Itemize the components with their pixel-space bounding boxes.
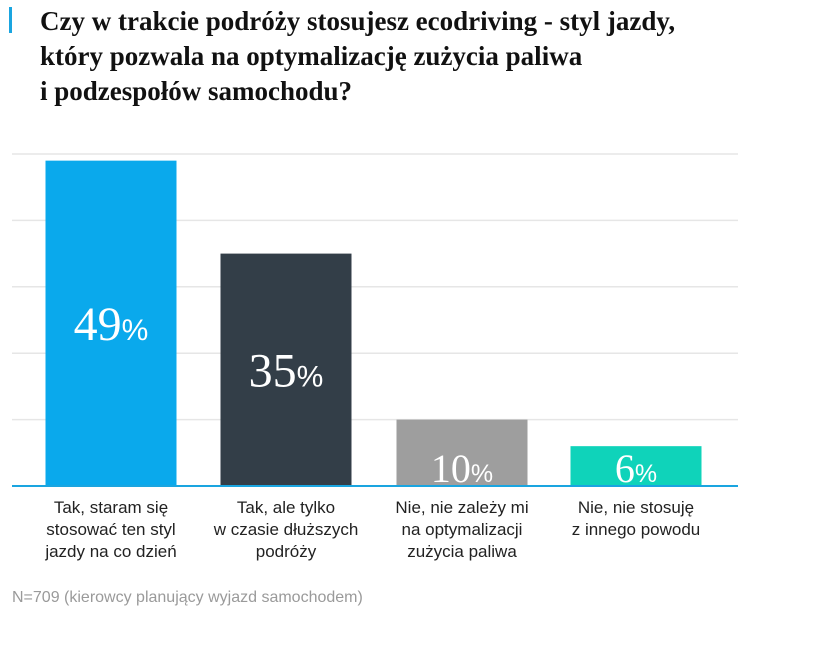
- value-label-3: 10%: [431, 446, 493, 491]
- category-label-1: Tak, staram się stosować ten styl jazdy …: [45, 498, 177, 561]
- category-label-4: Nie, nie stosuję z innego powodu: [571, 498, 701, 539]
- category-label-2: Tak, ale tylko w czasie dłuższych podróż…: [213, 498, 359, 561]
- title-accent-bar: [9, 7, 12, 33]
- bar-2: [220, 253, 352, 486]
- category-label-3: Nie, nie zależy mi na optymalizacji zuży…: [395, 498, 529, 561]
- bar-3: [396, 419, 528, 486]
- bar-4: [570, 446, 702, 486]
- sample-note: N=709 (kierowcy planujący wyjazd samocho…: [12, 589, 363, 606]
- value-labels: 49% 35% 10% 6%: [74, 298, 657, 491]
- value-label-4: 6%: [615, 446, 657, 491]
- value-label-1: 49%: [74, 298, 149, 351]
- chart-title: Czy w trakcie podróży stosujesz ecodrivi…: [40, 6, 676, 106]
- value-label-2: 35%: [249, 345, 324, 398]
- bar-1: [45, 160, 177, 486]
- bars: [45, 160, 702, 486]
